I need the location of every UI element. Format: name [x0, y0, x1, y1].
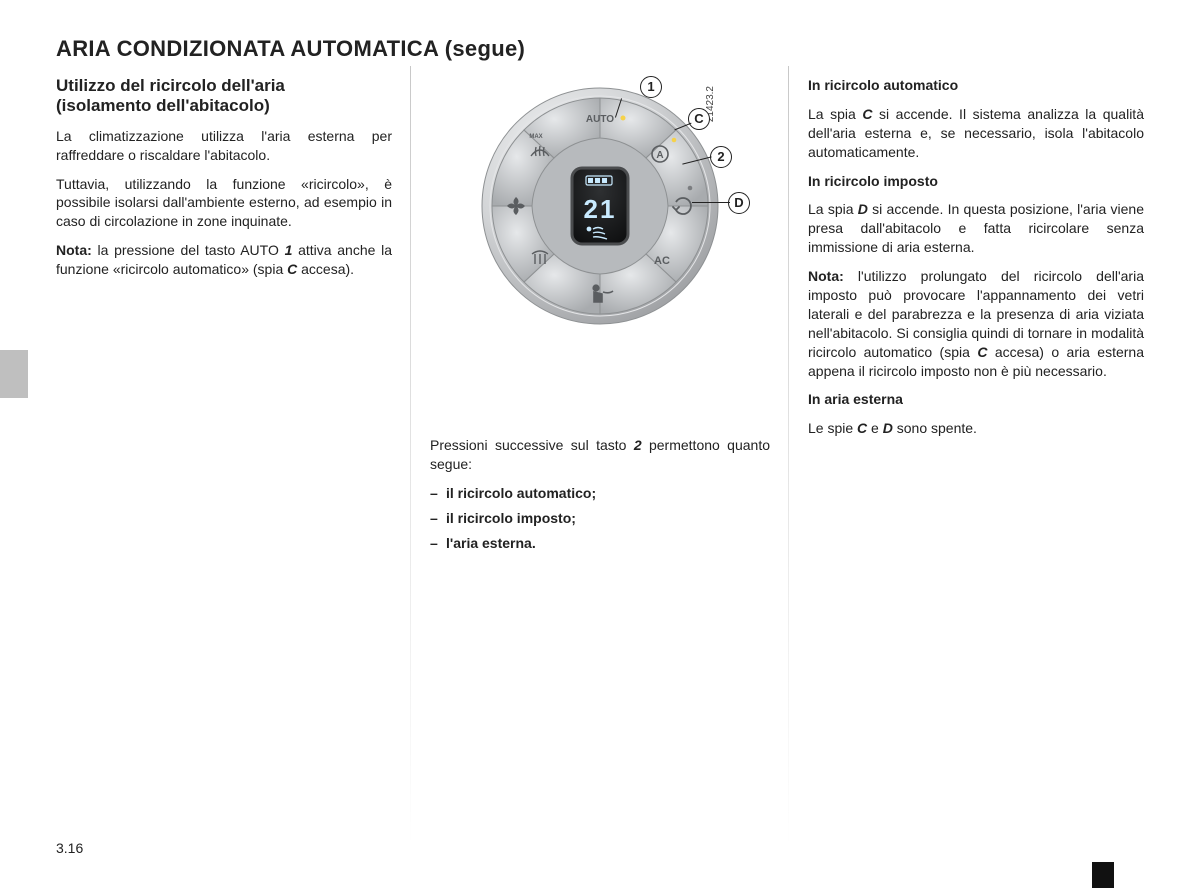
indicator-dot: [621, 116, 626, 121]
column-divider: [410, 66, 411, 846]
c3-p2ref: D: [858, 201, 868, 217]
callout-D: D: [728, 192, 750, 214]
col2-press-text: Pressioni successive sul tasto 2 permett…: [430, 436, 770, 474]
c3-p3a: Le spie: [808, 420, 857, 436]
callout-line: [692, 202, 730, 203]
callout-2: 2: [710, 146, 732, 168]
indicator-dot-D: [688, 186, 693, 191]
column-3: In ricircolo automatico La spia C si acc…: [808, 76, 1144, 562]
column-divider: [788, 66, 789, 846]
list-item: il ricircolo automatico;: [430, 484, 770, 503]
svg-text:MAX: MAX: [529, 134, 542, 140]
list-item: il ricircolo imposto;: [430, 509, 770, 528]
thumb-tab: [0, 350, 28, 398]
col1-p1: La climatizzazione utilizza l'aria ester…: [56, 127, 392, 165]
svg-text:A: A: [656, 150, 663, 161]
footer-mark: [1092, 862, 1114, 888]
c3-p1ref: C: [862, 106, 872, 122]
c3-nota-ref: C: [977, 344, 987, 360]
page-content: ARIA CONDIZIONATA AUTOMATICA (segue) Uti…: [0, 0, 1200, 582]
c3-nota-label: Nota:: [808, 268, 844, 284]
page-title: ARIA CONDIZIONATA AUTOMATICA (segue): [56, 36, 1144, 62]
col1-nota: Nota: la pressione del tasto AUTO 1 atti…: [56, 241, 392, 279]
press-ref-2: 2: [634, 437, 642, 453]
auto-label: AUTO: [586, 114, 614, 125]
columns: Utilizzo del ricircolo dell'aria (isolam…: [56, 76, 1144, 562]
c3-p2a: La spia: [808, 201, 858, 217]
section-heading: Utilizzo del ricircolo dell'aria (isolam…: [56, 76, 392, 117]
mode-list: il ricircolo automatico; il ricircolo im…: [430, 484, 770, 553]
nota-text-a: la pressione del tasto AUTO: [92, 242, 285, 258]
nota-ref-C: C: [287, 261, 297, 277]
c3-nota: Nota: l'utilizzo prolungato del ricircol…: [808, 267, 1144, 380]
ac-label: AC: [654, 255, 670, 267]
callout-C: C: [688, 108, 710, 130]
column-2: 21423.2: [430, 76, 770, 562]
page-number: 3.16: [56, 840, 83, 856]
c3-p1a: La spia: [808, 106, 862, 122]
c3-p3b: sono spente.: [893, 420, 977, 436]
callout-1: 1: [640, 76, 662, 98]
display-value: 21: [584, 194, 617, 224]
nota-label: Nota:: [56, 242, 92, 258]
c3-p3: Le spie C e D sono spente.: [808, 419, 1144, 438]
c3-p3ref2: D: [883, 420, 893, 436]
col1-p2: Tuttavia, utilizzando la funzione «ricir…: [56, 175, 392, 232]
nota-text-c: accesa).: [297, 261, 354, 277]
c3-p2: La spia D si accende. In questa posizion…: [808, 200, 1144, 257]
list-item: l'aria esterna.: [430, 534, 770, 553]
c3-p3mid: e: [867, 420, 883, 436]
indicator-dot-C: [672, 138, 677, 143]
c3-p1: La spia C si accende. Il sistema analizz…: [808, 105, 1144, 162]
c3-p3ref1: C: [857, 420, 867, 436]
press-text-a: Pressioni successive sul tasto: [430, 437, 634, 453]
climate-dial-figure: 21423.2: [430, 76, 770, 406]
c3-h3: In aria esterna: [808, 390, 1144, 409]
c3-h1: In ricircolo automatico: [808, 76, 1144, 95]
c3-h2: In ricircolo imposto: [808, 172, 1144, 191]
heading-line-2: (isolamento dell'abitacolo): [56, 96, 270, 115]
heading-line-1: Utilizzo del ricircolo dell'aria: [56, 76, 285, 95]
column-1: Utilizzo del ricircolo dell'aria (isolam…: [56, 76, 392, 562]
